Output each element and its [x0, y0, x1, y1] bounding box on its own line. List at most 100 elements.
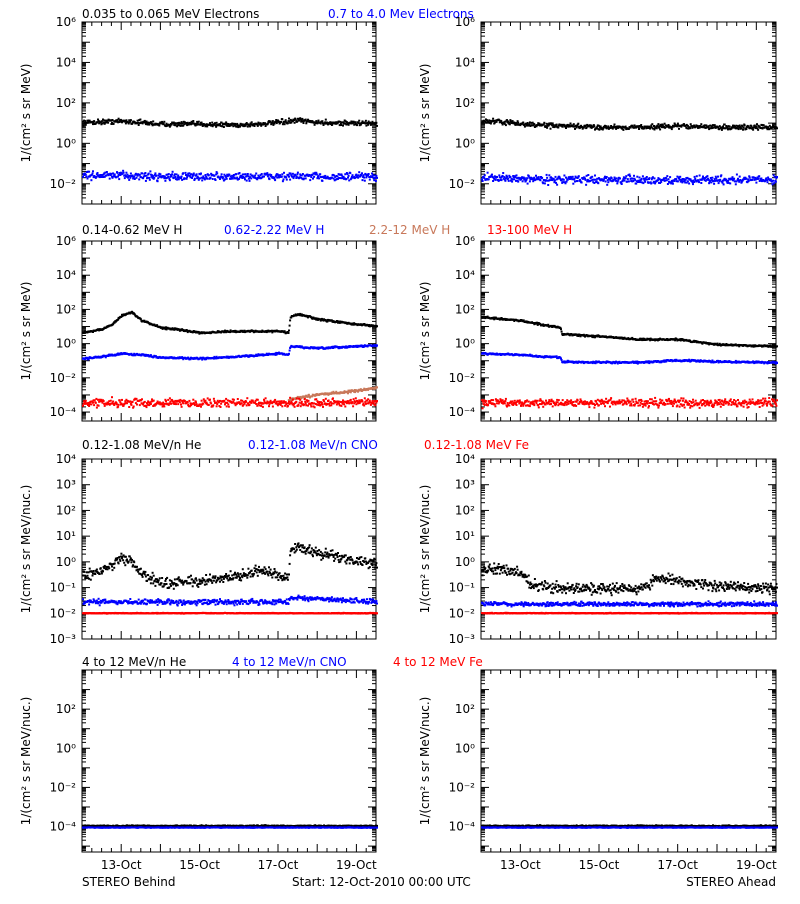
- data-point: [314, 124, 316, 126]
- data-point: [611, 177, 613, 179]
- data-point: [98, 405, 100, 407]
- data-point: [505, 124, 507, 126]
- data-point: [169, 401, 171, 403]
- data-point: [181, 406, 183, 408]
- data-point: [141, 398, 143, 400]
- data-point: [550, 128, 552, 130]
- data-point: [208, 174, 210, 176]
- data-point: [742, 129, 744, 131]
- data-point: [263, 176, 265, 178]
- data-point: [301, 401, 303, 403]
- data-point: [347, 177, 349, 179]
- data-point: [744, 124, 746, 126]
- data-point: [674, 180, 676, 182]
- data-point: [192, 399, 194, 401]
- data-point: [272, 120, 274, 122]
- legend-label: 4 to 12 MeV Fe: [393, 655, 483, 669]
- data-point: [629, 175, 631, 177]
- data-point: [222, 176, 224, 178]
- data-point: [179, 399, 181, 401]
- data-point: [226, 178, 228, 180]
- data-point: [772, 180, 774, 182]
- data-point: [85, 400, 87, 402]
- data-point: [546, 177, 548, 179]
- data-point: [297, 172, 299, 174]
- data-point: [354, 121, 356, 123]
- data-point: [573, 123, 575, 125]
- data-point: [92, 173, 94, 175]
- data-point: [642, 175, 644, 177]
- data-point: [729, 182, 731, 184]
- data-point: [112, 401, 114, 403]
- data-point: [640, 124, 642, 126]
- data-point: [363, 177, 365, 179]
- data-point: [201, 122, 203, 124]
- data-point: [376, 344, 378, 346]
- data-point: [775, 181, 777, 183]
- series-0-14-0-62-mev-h: [481, 316, 778, 348]
- data-point: [736, 174, 738, 176]
- data-point: [250, 402, 252, 404]
- data-point: [191, 177, 193, 179]
- data-point: [144, 172, 146, 174]
- data-point: [283, 178, 285, 180]
- data-point: [221, 173, 223, 175]
- data-point: [713, 183, 715, 185]
- data-point: [504, 180, 506, 182]
- data-point: [767, 181, 769, 183]
- data-point: [576, 127, 578, 129]
- data-point: [539, 179, 541, 181]
- data-point: [664, 123, 666, 125]
- data-point: [254, 125, 256, 127]
- data-point: [675, 178, 677, 180]
- data-point: [509, 176, 511, 178]
- data-point: [118, 404, 120, 406]
- data-point: [593, 126, 595, 128]
- data-point: [305, 403, 307, 405]
- data-point: [83, 125, 85, 127]
- data-point: [133, 406, 135, 408]
- data-point: [607, 181, 609, 183]
- data-point: [650, 183, 652, 185]
- data-point: [288, 353, 290, 355]
- data-point: [501, 179, 503, 181]
- data-point: [314, 406, 316, 408]
- data-point: [174, 176, 176, 178]
- data-point: [309, 179, 311, 181]
- data-point: [587, 174, 589, 176]
- data-point: [227, 403, 229, 405]
- data-point: [107, 122, 109, 124]
- data-point: [526, 177, 528, 179]
- data-point: [757, 129, 759, 131]
- data-point: [84, 120, 86, 122]
- data-point: [289, 179, 291, 181]
- data-point: [139, 404, 141, 406]
- data-point: [252, 400, 254, 402]
- data-point: [591, 176, 593, 178]
- data-point: [249, 180, 251, 182]
- data-point: [96, 407, 98, 409]
- data-point: [210, 403, 212, 405]
- data-point: [749, 177, 751, 179]
- data-point: [376, 325, 378, 327]
- data-point: [679, 176, 681, 178]
- data-point: [208, 404, 210, 406]
- data-point: [138, 178, 140, 180]
- data-point: [141, 172, 143, 174]
- data-point: [343, 403, 345, 405]
- data-point: [177, 175, 179, 177]
- data-point: [233, 399, 235, 401]
- data-point: [216, 403, 218, 405]
- data-point: [700, 182, 702, 184]
- legend-label: 2.2-12 MeV H: [369, 223, 450, 237]
- data-point: [205, 174, 207, 176]
- data-point: [117, 406, 119, 408]
- data-point: [111, 396, 113, 398]
- data-point: [163, 405, 165, 407]
- data-point: [498, 174, 500, 176]
